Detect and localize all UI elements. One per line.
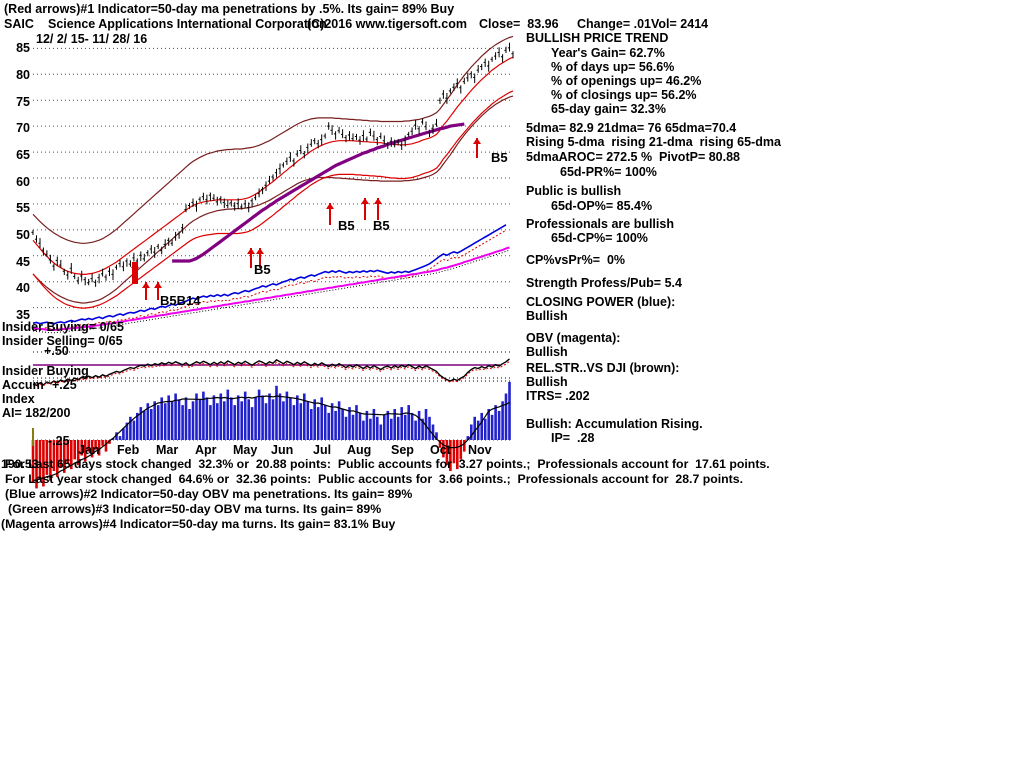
y-axis-label-55: 55	[16, 201, 30, 215]
panel-65day-gain: 65-day gain= 32.3%	[551, 102, 666, 116]
x-axis-label-apr: Apr	[195, 443, 217, 457]
x-axis-label-mar: Mar	[156, 443, 179, 457]
footer-line-lastyear: For Last year stock changed 64.6% or 32.…	[5, 472, 744, 486]
panel-relstr-value: Bullish	[526, 375, 568, 389]
header-date-range: 12/ 2/ 15- 11/ 28/ 16	[36, 32, 148, 46]
x-axis-label-may: May	[233, 443, 258, 457]
panel-pr65: 65d-PR%= 100%	[560, 165, 657, 179]
panel-relstr-title: REL.STR..VS DJI (brown):	[526, 361, 680, 375]
signal-label-b5-3: B5	[254, 262, 271, 277]
panel-op65: 65d-OP%= 85.4%	[551, 199, 653, 213]
y-axis-label-65: 65	[16, 148, 30, 162]
accum-plus25-label: +.25	[52, 378, 77, 392]
ai-value-label: AI= 182/200	[2, 406, 71, 420]
panel-years-gain: Year's Gain= 62.7%	[551, 46, 665, 60]
index-label: Index	[2, 392, 35, 406]
header-indicator-line: (Red arrows)#1 Indicator=50-day ma penet…	[4, 2, 455, 16]
panel-accumulation-status: Bullish: Accumulation Rising.	[526, 417, 703, 431]
panel-rising-dma: Rising 5-dma rising 21-dma rising 65-dma	[526, 135, 781, 149]
panel-closing-power-title: CLOSING POWER (blue):	[526, 295, 676, 309]
panel-strength-profess-pub: Strength Profess/Pub= 5.4	[526, 276, 682, 290]
header-ticker: SAIC	[4, 17, 34, 31]
x-axis-label-jun: Jun	[271, 443, 294, 457]
x-axis-label-jan: Jan	[78, 443, 100, 457]
panel-pct-closings-up: % of closings up= 56.2%	[551, 88, 697, 102]
panel-pct-openings-up: % of openings up= 46.2%	[551, 74, 702, 88]
header-volume-value: Vol= 2414	[651, 17, 709, 31]
x-axis-label-oct: Oct	[430, 443, 451, 457]
footer-line-65days: For Last 65 days stock changed 32.3% or …	[5, 457, 770, 471]
y-axis-label-40: 40	[16, 281, 30, 295]
x-axis-label-jul: Jul	[313, 443, 332, 457]
y-axis-label-75: 75	[16, 95, 30, 109]
header-close-value: Close= 83.96	[479, 17, 559, 31]
header-copyright: (C)2016 www.tigersoft.com	[307, 17, 467, 31]
panel-obv-value: Bullish	[526, 345, 568, 359]
accum-plus50-label: +.50	[44, 344, 69, 358]
panel-itrs: ITRS= .202	[526, 389, 590, 403]
x-axis-label-aug: Aug	[347, 443, 372, 457]
y-axis-label-45: 45	[16, 255, 30, 269]
accum-minus25-label: -.25	[48, 434, 70, 448]
header-company-name: Science Applications International Corpo…	[48, 17, 327, 31]
insider-selling-label: Insider Selling= 0/65	[2, 334, 123, 348]
signal-label-b5b14: B5B14	[160, 293, 201, 308]
y-axis-label-60: 60	[16, 175, 30, 189]
y-axis-label-80: 80	[16, 68, 30, 82]
panel-closing-power-value: Bullish	[526, 309, 568, 323]
insider-buying-label: Insider Buying= 0/65	[2, 320, 124, 334]
header-change-value: Change= .01	[577, 17, 651, 31]
x-axis-label-sep: Sep	[391, 443, 414, 457]
y-axis-label-70: 70	[16, 121, 30, 135]
overlap-price-value: 190.53	[1, 457, 39, 471]
panel-cp65: 65d-CP%= 100%	[551, 231, 648, 245]
y-axis-label-85: 85	[16, 41, 30, 55]
x-axis-label-nov: Nov	[468, 443, 492, 457]
panel-trend-title: BULLISH PRICE TREND	[526, 31, 669, 45]
insider-buying-label-2: Insider Buying	[2, 364, 89, 378]
panel-pct-days-up: % of days up= 56.6%	[551, 60, 675, 74]
panel-professionals-status: Professionals are bullish	[526, 217, 674, 231]
footer-line-blue-arrows: (Blue arrows)#2 Indicator=50-day OBV ma …	[5, 487, 413, 501]
accum-label: Accum	[2, 378, 44, 392]
panel-cp-vs-pr: CP%vsPr%= 0%	[526, 253, 626, 267]
footer-line-green-arrows: (Green arrows)#3 Indicator=50-day OBV ma…	[8, 502, 382, 516]
panel-dma-values: 5dma= 82.9 21dma= 76 65dma=70.4	[526, 121, 737, 135]
panel-aroc-pivot: 5dmaAROC= 272.5 % PivotP= 80.88	[526, 150, 740, 164]
signal-label-b5-4: B5	[491, 150, 508, 165]
signal-label-b5-1: B5	[338, 218, 355, 233]
panel-ip-value: IP= .28	[551, 431, 595, 445]
y-axis-label-35: 35	[16, 308, 30, 322]
signal-label-b5-2: B5	[373, 218, 390, 233]
panel-obv-title: OBV (magenta):	[526, 331, 621, 345]
y-axis-label-50: 50	[16, 228, 30, 242]
x-axis-label-feb: Feb	[117, 443, 140, 457]
panel-public-status: Public is bullish	[526, 184, 622, 198]
footer-line-magenta-arrows: (Magenta arrows)#4 Indicator=50-day ma t…	[1, 517, 396, 531]
